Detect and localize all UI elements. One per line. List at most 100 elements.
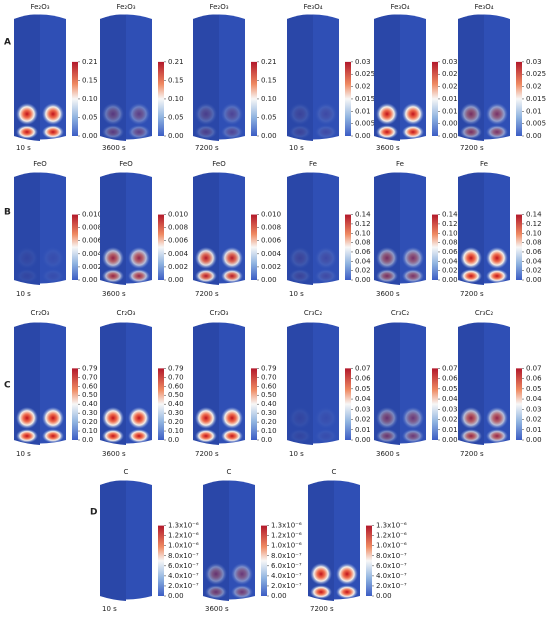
time-label: 3600 s (376, 290, 400, 298)
panel: Fe 0.140.120.10 0.080.060.04 0.020.00 7200 s (458, 160, 542, 298)
panel: Cr₂O₃ 0.790.700.600.500.400.300.200.100.0… (193, 309, 277, 458)
colorbar-label: 0.0 (82, 436, 93, 444)
heat-spot (195, 125, 217, 139)
colorbar-label: 0.0 (168, 436, 179, 444)
time-label: 7200 s (310, 605, 334, 613)
colorbar-label: 0.004 (261, 250, 282, 258)
panel: Fe 0.140.120.10 0.080.060.04 0.020.00 10 s (287, 160, 371, 298)
colorbar-label: 0.05 (168, 113, 184, 121)
colorbar-label: 8.0x10⁻⁷ (271, 552, 302, 560)
colorbar-label: 0.05 (82, 113, 98, 121)
colorbar-label: 0.002 (261, 263, 281, 271)
colorbar-label: 1.0x10⁻⁶ (271, 542, 302, 550)
colorbar-label: 0.21 (82, 58, 98, 66)
colorbar (72, 61, 78, 136)
colorbar-label: 6.0x10⁻⁷ (271, 562, 302, 570)
heat-spot (486, 407, 508, 429)
colorbar-label: 0.002 (168, 263, 188, 271)
colorbar-label: 0.00 (526, 276, 542, 284)
heat-spot (336, 585, 358, 599)
heat-spot (195, 429, 217, 443)
colorbar-label: 0.01 (526, 426, 542, 434)
colorbar-label: 0.006 (168, 237, 189, 245)
colorbar-label: 0.02 (526, 416, 542, 424)
heat-spot (102, 429, 124, 443)
colorbar-label: 0.00 (442, 132, 458, 140)
species-label: Fe₃O₄ (390, 3, 409, 11)
colorbar (251, 368, 257, 440)
colorbar-label: 0.00 (82, 276, 98, 284)
colorbar-label: 0.06 (526, 248, 542, 256)
heat-spot (42, 429, 64, 443)
colorbar-label: 0.02 (442, 267, 458, 275)
colorbar-label: 0.01 (355, 426, 371, 434)
colorbar-label: 4.0x10⁻⁷ (376, 572, 407, 580)
colorbar-label: 0.08 (355, 239, 371, 247)
colorbar-label: 0.00 (442, 436, 458, 444)
colorbar-label: 0.50 (261, 391, 277, 399)
species-label: Fe₂O₃ (30, 3, 49, 11)
colorbar-label: 0.00 (82, 132, 98, 140)
colorbar-label: 0.03 (442, 58, 458, 66)
heat-spot (310, 585, 332, 599)
panel: Fe₂O₃ 0.21 0.15 0.10 0.05 0.00 10 s (14, 3, 98, 152)
time-label: 10 s (16, 450, 31, 458)
heat-spot (486, 103, 508, 125)
colorbar-label: 0.02 (355, 416, 371, 424)
colorbar-label: 0.04 (442, 257, 458, 265)
colorbar-label: 1.3x10⁻⁶ (168, 522, 199, 530)
colorbar-label: 0.06 (442, 375, 458, 383)
heat-spot (289, 125, 311, 139)
colorbar-label: 0.03 (355, 58, 371, 66)
colorbar-label: 0.00 (355, 132, 371, 140)
species-label: Fe₂O₃ (116, 3, 135, 11)
heat-spot (128, 429, 150, 443)
heat-spot (376, 407, 398, 429)
panel: Fe₂O₃ 0.21 0.15 0.10 0.05 0.00 3600 s (100, 3, 184, 152)
heat-spot (402, 125, 424, 139)
heat-spot (486, 125, 508, 139)
heat-spot (195, 269, 217, 283)
colorbar (516, 368, 522, 440)
colorbar-label: 0.70 (82, 373, 98, 381)
colorbar-label: 0.00 (168, 132, 184, 140)
colorbar-label: 0.60 (261, 382, 277, 390)
species-label: FeO (212, 160, 226, 168)
time-label: 7200 s (460, 450, 484, 458)
row-label: B (4, 208, 11, 218)
colorbar-label: 0.025 (526, 70, 546, 78)
heat-spot (195, 247, 217, 269)
time-label: 10 s (102, 605, 117, 613)
colorbar-label: 0.00 (526, 132, 542, 140)
colorbar-label: 0.10 (261, 427, 277, 435)
heat-spot (128, 407, 150, 429)
species-label: Fe (309, 160, 317, 168)
heat-spot (402, 269, 424, 283)
colorbar-label: 0.00 (261, 276, 277, 284)
colorbar-label: 8.0x10⁻⁷ (376, 552, 407, 560)
heat-spot (376, 247, 398, 269)
colorbar-label: 0.004 (168, 250, 189, 258)
species-label: Fe₃O₄ (474, 3, 493, 11)
time-label: 7200 s (460, 144, 484, 152)
colorbar-label: 0.14 (355, 211, 371, 219)
colorbar-label: 1.0x10⁻⁶ (376, 542, 407, 550)
colorbar-label: 0.30 (261, 409, 277, 417)
colorbar-label: 0.02 (355, 83, 371, 91)
panel: FeO 0.010 0.008 0.006 0.004 0.002 0.00 7200 s (193, 160, 282, 298)
heat-spot (376, 103, 398, 125)
heat-spot (289, 407, 311, 429)
colorbar-label: 0.01 (526, 107, 542, 115)
panel: Fe₃O₄ 0.03 0.025 0.02 0.015 0.01 0.005 0.00 7200… (458, 3, 546, 152)
heat-spot (376, 125, 398, 139)
colorbar-label: 0.005 (526, 120, 546, 128)
colorbar-label: 0.00 (168, 276, 184, 284)
colorbar-label: 0.06 (355, 248, 371, 256)
colorbar-label: 0.21 (261, 58, 277, 66)
colorbar-label: 0.03 (442, 405, 458, 413)
panel: C 1.3x10⁻⁶ 1.2x10⁻⁶ 1.0x10⁻⁶ 8.0x10⁻⁷ 6.0x10⁻… (100, 468, 199, 613)
colorbar-label: 0.08 (526, 239, 542, 247)
colorbar-label: 0.70 (261, 373, 277, 381)
heat-spot (102, 407, 124, 429)
colorbar-label: 0.05 (442, 385, 458, 393)
